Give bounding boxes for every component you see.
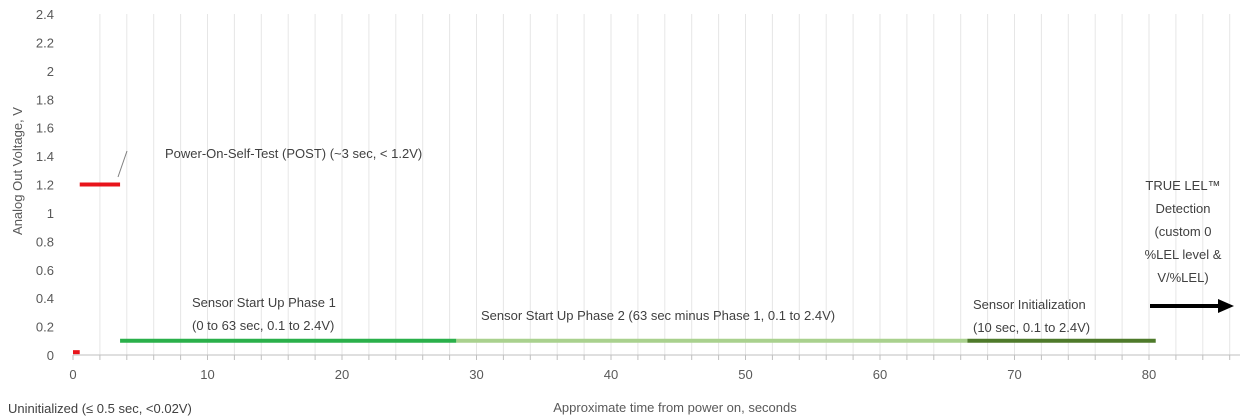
- grid-lines: [99, 14, 1231, 355]
- y-tick-label: 1.6: [36, 121, 54, 136]
- y-tick-label: 0.8: [36, 234, 54, 249]
- y-tick-label: 1.8: [36, 92, 54, 107]
- x-tick-label: 30: [469, 367, 483, 382]
- annotation-phase1-line1: Sensor Start Up Phase 1: [192, 295, 336, 310]
- x-tick-label: 60: [873, 367, 887, 382]
- y-tick-label: 2.2: [36, 35, 54, 50]
- y-axis-label: Analog Out Voltage, V: [10, 107, 25, 235]
- annotation-true-lel-line: %LEL level &: [1145, 247, 1222, 262]
- y-tick-label: 2: [47, 64, 54, 79]
- post-leader-line: [117, 150, 128, 178]
- x-tick-label: 20: [335, 367, 349, 382]
- annotation-init-line2: (10 sec, 0.1 to 2.4V): [973, 320, 1090, 335]
- y-tick-label: 1: [47, 206, 54, 221]
- y-tick-label: 1.2: [36, 178, 54, 193]
- y-tick-label: 2.4: [36, 7, 54, 22]
- x-tick-label: 50: [738, 367, 752, 382]
- annotation-post: Power-On-Self-Test (POST) (~3 sec, < 1.2…: [165, 146, 422, 161]
- annotation-uninitialized: Uninitialized (≤ 0.5 sec, <0.02V): [8, 401, 192, 416]
- annotation-true-lel-line: TRUE LEL™: [1145, 178, 1220, 193]
- annotation-true-lel-line: (custom 0: [1154, 224, 1211, 239]
- x-tick-label: 10: [200, 367, 214, 382]
- y-tick-label: 0.2: [36, 320, 54, 335]
- annotation-phase2: Sensor Start Up Phase 2 (63 sec minus Ph…: [481, 308, 835, 323]
- annotation-phase1-line2: (0 to 63 sec, 0.1 to 2.4V): [192, 318, 334, 333]
- x-tick-label: 0: [69, 367, 76, 382]
- y-tick-label: 1.4: [36, 149, 54, 164]
- y-tick-label: 0: [47, 348, 54, 363]
- series-lines: [73, 182, 1156, 355]
- y-tick-label: 0.6: [36, 263, 54, 278]
- x-tick-label: 70: [1007, 367, 1021, 382]
- x-tick-labels: 0 10 20 30 40 50 60 70 80: [69, 367, 1156, 382]
- x-axis: [72, 354, 1240, 360]
- annotation-true-lel-line: Detection: [1156, 201, 1211, 216]
- x-axis-label: Approximate time from power on, seconds: [553, 400, 797, 415]
- x-tick-label: 80: [1142, 367, 1156, 382]
- y-tick-label: 0.4: [36, 291, 54, 306]
- y-tick-labels: 0 0.2 0.4 0.6 0.8 1 1.2 1.4 1.6 1.8 2 2.2 2.4: [36, 7, 54, 363]
- annotation-init-line1: Sensor Initialization: [973, 297, 1086, 312]
- x-tick-label: 40: [604, 367, 618, 382]
- annotation-true-lel-line: V/%LEL): [1157, 270, 1208, 285]
- annotation-true-lel: TRUE LEL™ Detection (custom 0 %LEL level…: [1145, 178, 1222, 285]
- true-lel-arrow: [1150, 299, 1234, 313]
